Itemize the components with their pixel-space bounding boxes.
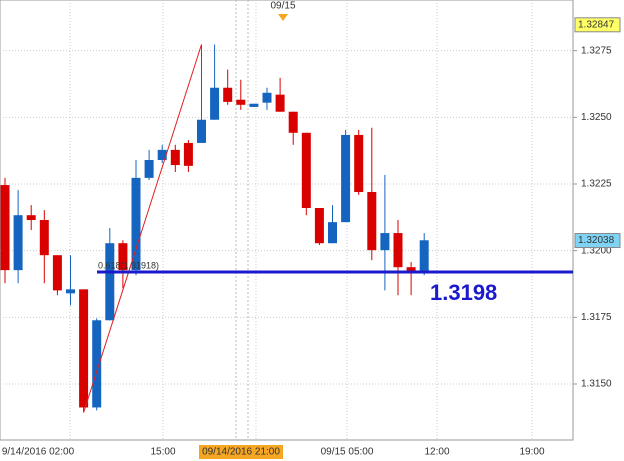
candle-body bbox=[197, 119, 206, 143]
x-tick-label: 19:00 bbox=[519, 447, 544, 458]
candle-body bbox=[144, 160, 154, 178]
y-tick-label: 1.3275 bbox=[581, 45, 612, 56]
candle-body bbox=[419, 240, 429, 273]
candle-body bbox=[262, 92, 272, 103]
candle-body bbox=[406, 267, 416, 272]
candle-body bbox=[210, 87, 220, 120]
x-tick-label: 09/15 05:00 bbox=[321, 447, 374, 458]
candle-body bbox=[13, 215, 23, 271]
candle-body bbox=[131, 177, 141, 271]
candle-body bbox=[236, 99, 246, 105]
candle-body bbox=[301, 132, 311, 208]
x-tick-label: 15:00 bbox=[150, 447, 175, 458]
support-annotation: 1.3198 bbox=[430, 280, 497, 305]
candle-body bbox=[79, 289, 89, 408]
candle-body bbox=[66, 289, 75, 294]
candle-body bbox=[314, 208, 324, 244]
x-label-highlight bbox=[199, 445, 283, 459]
support-label: 0.618(1.31918) bbox=[98, 260, 159, 270]
candle-body bbox=[26, 215, 36, 220]
price-box bbox=[574, 233, 621, 249]
candle-body bbox=[328, 222, 337, 244]
grid bbox=[0, 0, 573, 440]
candle-body bbox=[341, 134, 351, 223]
y-tick-label: 1.3225 bbox=[581, 179, 612, 190]
trendline bbox=[83, 44, 202, 413]
candle-body bbox=[170, 149, 180, 166]
plot: 0.618(1.31918) 1.3198 bbox=[0, 44, 573, 413]
x-tick-label: 12:00 bbox=[424, 447, 449, 458]
candle-body bbox=[380, 233, 390, 251]
x-tick-label: 09/14/2016 21:00 bbox=[202, 447, 280, 458]
y-tick-label: 1.3200 bbox=[581, 245, 612, 256]
top-marker bbox=[278, 14, 288, 21]
candle-body bbox=[92, 320, 102, 408]
candle-body bbox=[275, 94, 285, 112]
candle-body bbox=[249, 103, 259, 107]
candle-body bbox=[39, 220, 49, 256]
candle-body bbox=[157, 149, 167, 160]
price-box-label: 1.32038 bbox=[578, 235, 615, 246]
x-tick-label: 9/14/2016 02:00 bbox=[2, 447, 75, 458]
top-marker-label: 09/15 bbox=[270, 1, 295, 12]
candle-body bbox=[367, 192, 377, 251]
price-box bbox=[574, 17, 621, 33]
price-box-label: 1.32847 bbox=[578, 19, 615, 30]
y-tick-label: 1.3250 bbox=[581, 112, 612, 123]
candle-body bbox=[393, 233, 403, 268]
candle-body bbox=[118, 243, 128, 271]
candle-body bbox=[105, 243, 115, 321]
y-tick-label: 1.3150 bbox=[581, 379, 612, 390]
candle-body bbox=[0, 185, 10, 271]
candle-body bbox=[52, 255, 62, 291]
y-tick-label: 1.3175 bbox=[581, 312, 612, 323]
candle-body bbox=[288, 111, 298, 133]
candle-body bbox=[183, 142, 193, 166]
candle-body bbox=[223, 87, 233, 102]
candle-body bbox=[354, 134, 364, 192]
